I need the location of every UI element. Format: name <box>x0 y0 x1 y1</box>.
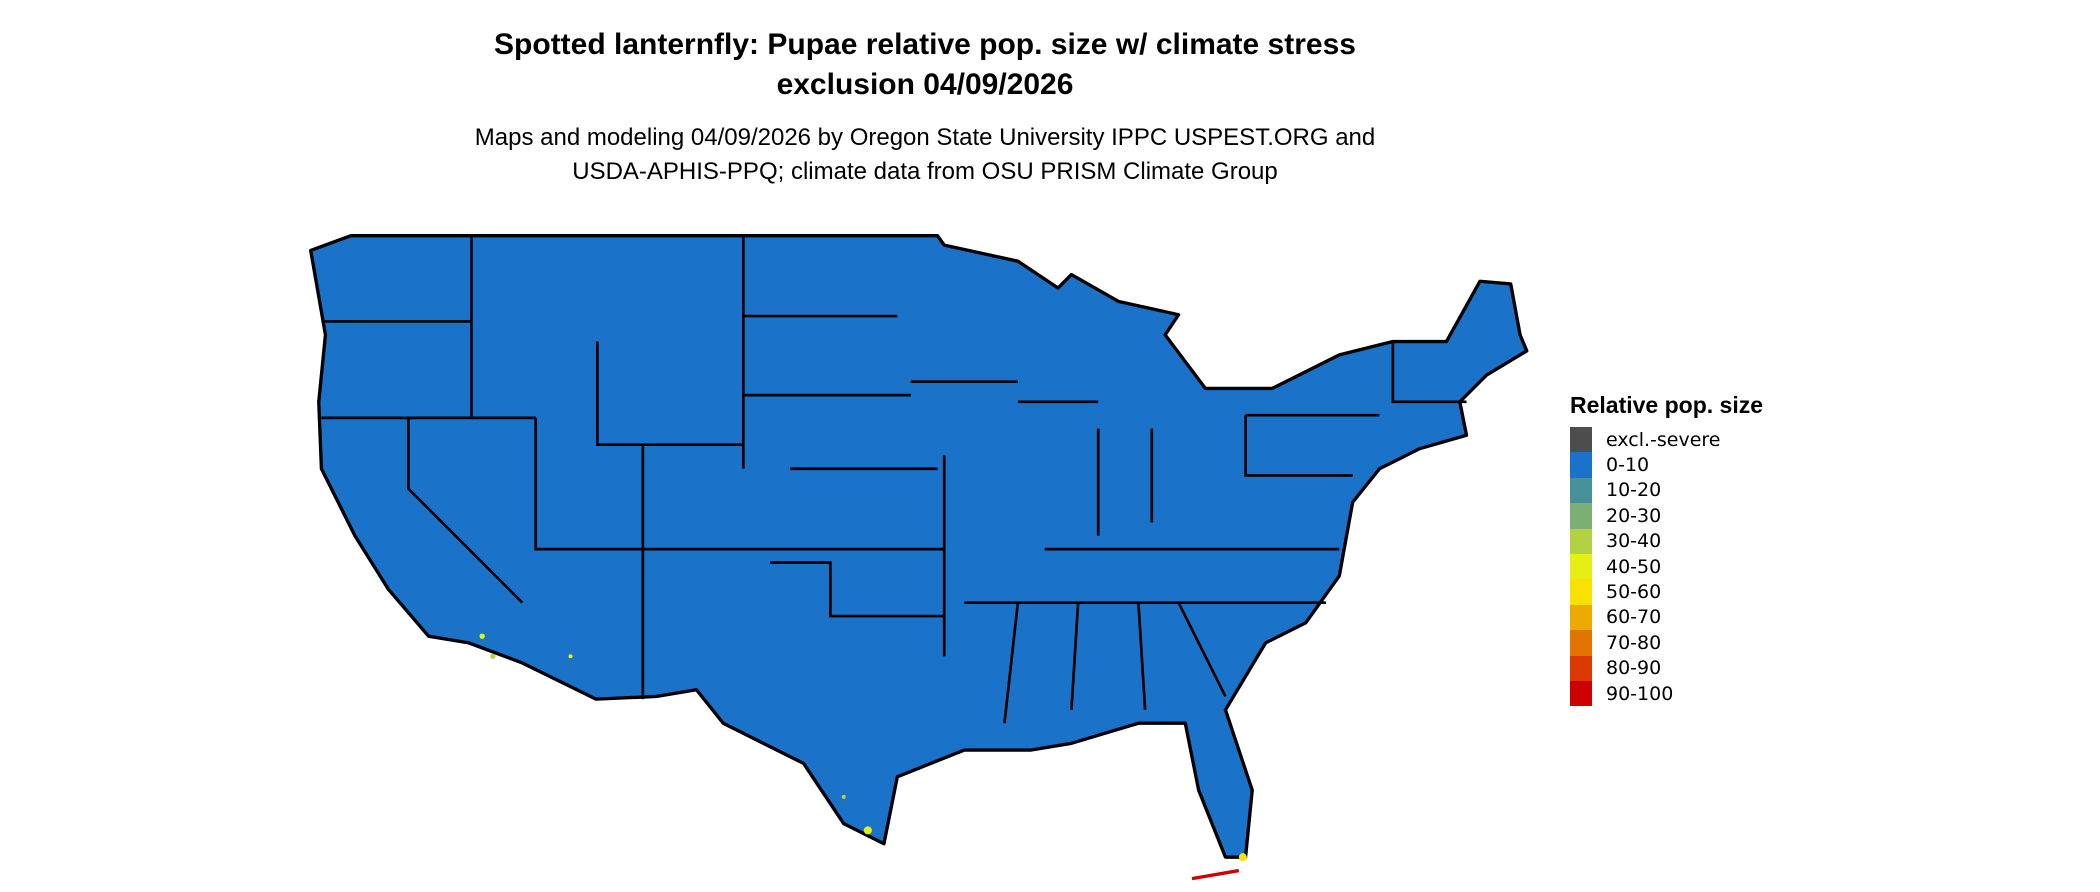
legend-title: Relative pop. size <box>1570 392 1764 418</box>
legend-item: 40-50 <box>1570 553 1763 580</box>
high-value-patches <box>479 633 1247 881</box>
us-land-mass <box>309 234 1529 859</box>
legend-swatch <box>1570 477 1592 504</box>
legend-swatch <box>1570 427 1592 453</box>
legend-item: 70-80 <box>1570 630 1763 656</box>
legend-item: 0-10 <box>1570 452 1763 478</box>
legend-item: 10-20 <box>1570 477 1763 504</box>
legend-swatch <box>1570 604 1592 631</box>
legend-swatch <box>1570 503 1592 529</box>
legend-item: 20-30 <box>1570 503 1763 529</box>
legend-label: 60-70 <box>1606 606 1662 629</box>
legend-label: 10-20 <box>1606 479 1662 502</box>
legend-label: 80-90 <box>1606 657 1662 680</box>
legend-item: 60-70 <box>1570 604 1763 631</box>
subtitle-line1: Maps and modeling 04/09/2026 by Oregon S… <box>474 124 1376 151</box>
legend-swatch <box>1570 553 1592 580</box>
legend-swatch <box>1570 528 1592 554</box>
legend-item: 30-40 <box>1570 528 1763 554</box>
legend: Relative pop. size excl.-severe 0-10 10-20… <box>1570 392 1764 707</box>
legend-swatch <box>1570 655 1592 681</box>
map-title-line2: exclusion 04/09/2026 <box>776 68 1074 101</box>
legend-swatch <box>1570 452 1592 478</box>
legend-label: 40-50 <box>1606 555 1662 578</box>
legend-label: 90-100 <box>1606 682 1674 705</box>
legend-swatch <box>1570 579 1592 605</box>
state-borders <box>321 235 1467 724</box>
legend-label: 30-40 <box>1606 530 1662 553</box>
legend-item: 50-60 <box>1570 579 1763 605</box>
legend-item: 80-90 <box>1570 655 1763 681</box>
subtitle-line2: USDA-APHIS-PPQ; climate data from OSU PR… <box>572 158 1278 185</box>
legend-swatch <box>1570 680 1592 707</box>
legend-label: 70-80 <box>1606 631 1662 654</box>
legend-label: 0-10 <box>1606 454 1650 477</box>
legend-label: 20-30 <box>1606 504 1662 527</box>
legend-swatch <box>1570 630 1592 656</box>
legend-label: excl.-severe <box>1606 428 1721 451</box>
legend-item: excl.-severe <box>1570 427 1763 453</box>
legend-label: 50-60 <box>1606 581 1662 604</box>
legend-item: 90-100 <box>1570 680 1763 707</box>
map-title-line1: Spotted lanternfly: Pupae relative pop. … <box>494 28 1356 61</box>
